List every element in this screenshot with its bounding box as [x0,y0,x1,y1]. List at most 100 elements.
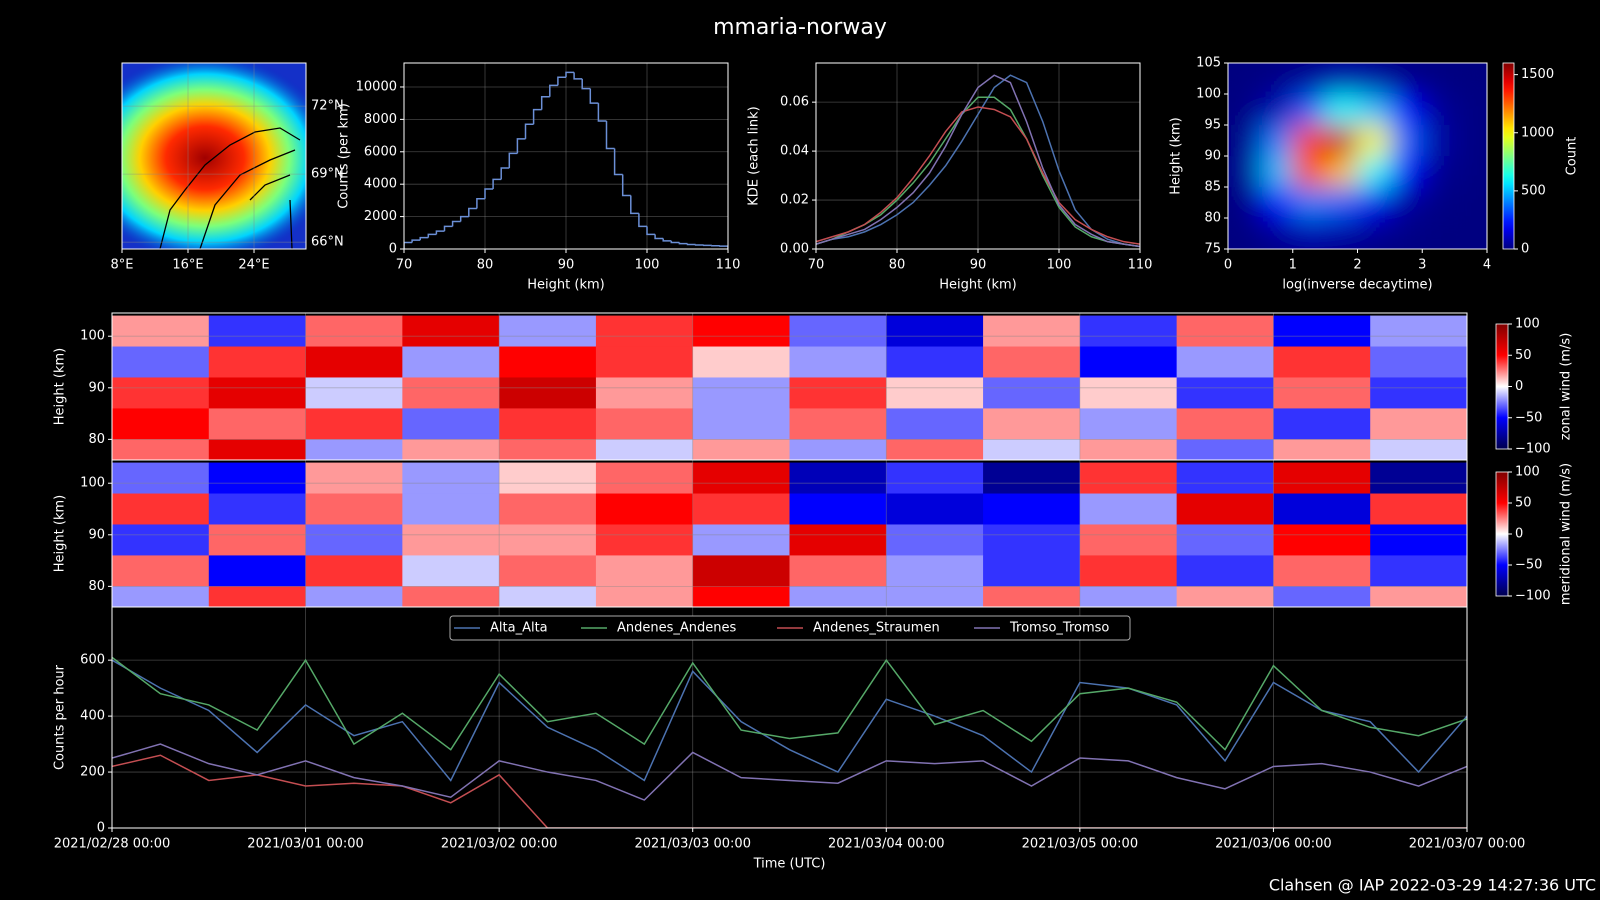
cell [1292,218,1326,249]
plot-area [816,74,1140,248]
axes-frame [1227,62,1488,250]
cell [1389,125,1423,157]
cell [1454,187,1487,219]
cell [983,439,1081,460]
cell [1370,586,1467,607]
cell [499,408,597,440]
grid [815,63,1141,250]
y-tick-label: 72°N [311,99,344,114]
y-tick-label: 0.02 [780,193,809,208]
cell [692,493,790,525]
histogram-bin [508,152,518,168]
series-line [816,74,1140,248]
density [1228,63,1487,249]
histogram-bin [435,230,445,235]
y-tick-label: 95 [1204,118,1221,133]
y-tick-label: 4000 [364,177,397,192]
cell [1273,493,1371,525]
y-tick-label: 100 [80,476,105,491]
cell [208,439,307,460]
cell [112,555,210,587]
cell [1228,218,1261,249]
cell [112,586,210,607]
cell [1273,555,1371,587]
cell [886,315,984,348]
cell [1454,63,1487,95]
cell [1228,187,1261,219]
cell [1325,218,1358,249]
histogram-bin [654,234,664,240]
cell [1325,187,1358,219]
series-line [112,743,1467,801]
histogram-bin [427,233,437,238]
x-tick-label: 90 [558,258,575,273]
histogram-bin [646,226,656,236]
cell [402,439,500,460]
x-tick-label: 70 [396,258,413,273]
histogram-bin [411,239,421,243]
y-axis-label: KDE (each link) [747,106,762,206]
cell [1389,218,1423,249]
colorbar-tick-label: 0 [1521,242,1529,257]
histogram-bin [686,243,696,246]
cell [1176,586,1274,607]
x-axis-label: Height (km) [527,278,604,293]
cell [1422,187,1456,219]
cell [1357,156,1391,188]
cell [1079,524,1178,556]
x-tick-label: 2021/03/02 00:00 [441,837,558,852]
cell [1357,94,1391,126]
cell [402,462,500,495]
cell [1325,156,1358,188]
cell [1389,187,1423,219]
cell [305,462,403,495]
cell [1079,315,1178,348]
cell [402,524,500,556]
y-tick-label: 100 [1196,87,1221,102]
histogram-bin [719,245,728,249]
cell [1422,63,1456,95]
cell [1273,524,1371,556]
cell [208,346,307,378]
cell [1273,315,1371,348]
histogram-bin [638,213,647,228]
colorbar-tick-label: 0 [1515,527,1523,542]
cell [789,555,887,587]
colorbar-label: Count [1565,137,1580,176]
axes-frame [815,62,1141,250]
cell [1370,315,1467,348]
cell [499,555,597,587]
y-axis-label: Height (km) [53,495,68,572]
cell [1292,125,1326,157]
cell [499,586,597,607]
cell [1260,218,1294,249]
histogram-bin [557,76,566,86]
cell [983,555,1081,587]
cell [983,462,1081,495]
cell [1292,63,1326,95]
cell [208,524,307,556]
cell [886,555,984,587]
x-tick-label: 2021/03/05 00:00 [1022,837,1139,852]
histogram-bin [451,220,461,227]
y-tick-label: 0.00 [780,242,809,257]
cell [1176,462,1274,495]
axes-frame [111,606,1468,829]
series-line [816,74,1140,248]
histogram-bin [613,148,623,176]
histogram-bin [589,88,599,104]
cell [886,346,984,378]
map-density [122,63,306,249]
y-tick-label: 6000 [364,144,397,159]
x-tick-label: 80 [889,258,906,273]
cell [1079,377,1178,409]
histogram-bin [605,121,615,150]
cell [1260,187,1294,219]
y-tick-label: 8000 [364,112,397,127]
cell [692,315,790,348]
cell [983,524,1081,556]
plot-area [112,313,1467,460]
cell [886,439,984,460]
cell [789,408,887,440]
cell [692,408,790,440]
